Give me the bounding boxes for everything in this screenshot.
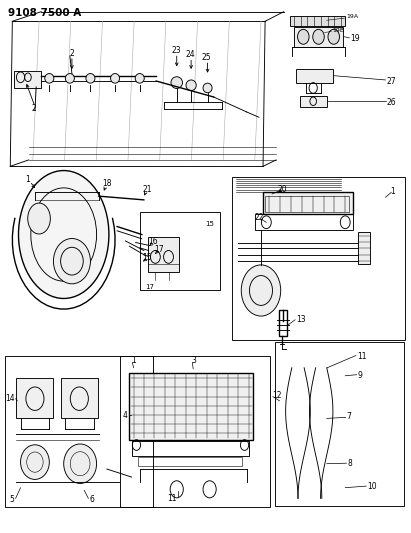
Bar xyxy=(16,378,53,418)
Bar xyxy=(132,441,249,456)
Ellipse shape xyxy=(65,74,74,83)
Text: 16: 16 xyxy=(148,238,158,246)
Text: 8: 8 xyxy=(347,459,352,468)
Ellipse shape xyxy=(18,171,109,298)
Text: 13: 13 xyxy=(296,316,305,324)
Bar xyxy=(265,196,349,212)
Ellipse shape xyxy=(28,203,51,234)
Ellipse shape xyxy=(86,74,95,83)
Text: 9: 9 xyxy=(358,372,363,380)
Circle shape xyxy=(241,265,281,316)
Text: 11: 11 xyxy=(167,494,177,503)
Text: 17: 17 xyxy=(154,246,164,254)
Ellipse shape xyxy=(135,74,144,83)
Ellipse shape xyxy=(45,74,54,83)
Ellipse shape xyxy=(21,445,49,480)
Bar xyxy=(263,192,353,214)
Text: 10: 10 xyxy=(367,482,376,490)
Text: 9108 7500 A: 9108 7500 A xyxy=(8,9,81,18)
Text: 19B: 19B xyxy=(332,28,344,33)
Text: 5: 5 xyxy=(9,495,14,504)
Text: 20: 20 xyxy=(278,185,288,193)
Text: 27: 27 xyxy=(386,77,396,85)
Text: 4: 4 xyxy=(122,411,127,420)
Ellipse shape xyxy=(53,239,90,284)
Bar xyxy=(290,16,345,26)
Text: 18: 18 xyxy=(102,180,112,188)
Bar xyxy=(275,342,404,506)
Circle shape xyxy=(298,29,309,44)
Ellipse shape xyxy=(171,77,182,88)
Bar xyxy=(61,378,98,418)
Text: 15: 15 xyxy=(142,254,152,262)
Ellipse shape xyxy=(64,444,97,483)
Text: 26: 26 xyxy=(386,98,396,107)
Bar xyxy=(148,237,179,272)
Bar xyxy=(358,232,370,264)
Text: 22: 22 xyxy=(254,214,264,222)
Text: 3: 3 xyxy=(192,357,196,365)
Text: 25: 25 xyxy=(202,53,212,62)
Bar xyxy=(300,96,327,107)
Bar xyxy=(5,356,153,507)
Text: 23: 23 xyxy=(171,46,181,55)
Text: 1: 1 xyxy=(390,187,395,196)
Text: 7: 7 xyxy=(346,413,351,421)
Text: 1: 1 xyxy=(132,357,136,365)
Bar xyxy=(232,177,405,340)
Text: 17: 17 xyxy=(145,284,155,290)
Text: 15: 15 xyxy=(205,221,214,227)
Bar xyxy=(140,212,220,290)
Ellipse shape xyxy=(111,74,120,83)
Bar xyxy=(296,69,333,83)
Text: 21: 21 xyxy=(142,185,152,193)
Bar xyxy=(14,71,41,88)
Bar xyxy=(255,214,353,230)
Bar xyxy=(138,457,242,466)
Text: 6: 6 xyxy=(90,495,95,504)
Circle shape xyxy=(328,29,339,44)
Bar xyxy=(129,373,253,440)
Text: 24: 24 xyxy=(185,51,195,59)
Bar xyxy=(120,356,270,507)
Text: 14: 14 xyxy=(5,394,14,403)
Text: 19: 19 xyxy=(350,34,360,43)
Bar xyxy=(279,310,287,336)
Ellipse shape xyxy=(186,80,196,91)
Text: 2: 2 xyxy=(69,49,74,58)
Text: 19A: 19A xyxy=(346,14,358,19)
Circle shape xyxy=(313,29,324,44)
Text: 11: 11 xyxy=(357,352,366,360)
Ellipse shape xyxy=(203,83,212,93)
Text: 12: 12 xyxy=(272,391,282,400)
Text: 2: 2 xyxy=(32,104,37,112)
Text: 1: 1 xyxy=(25,175,30,184)
Bar xyxy=(294,27,343,47)
